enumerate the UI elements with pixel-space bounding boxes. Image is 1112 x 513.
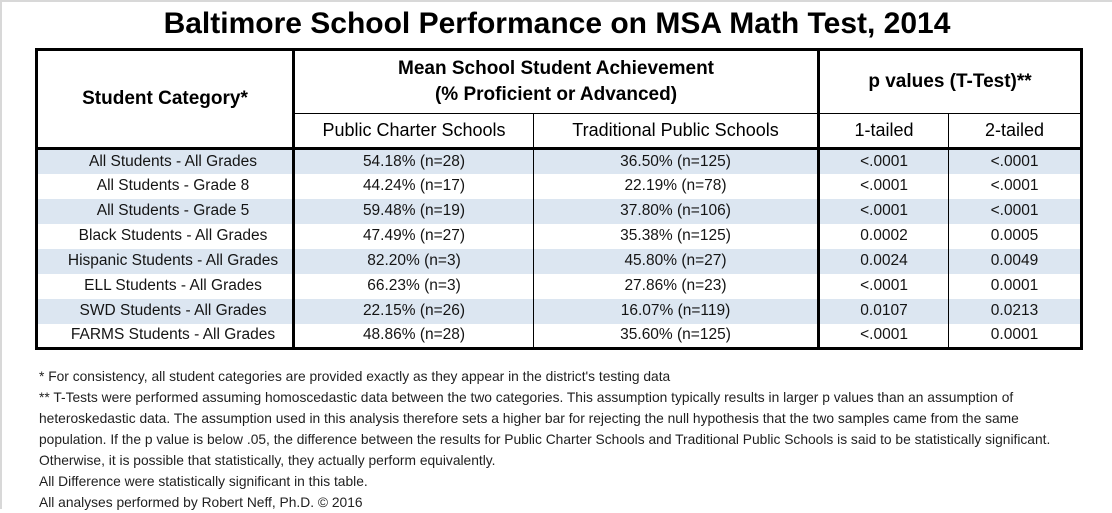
- cell-student-category: Hispanic Students - All Grades: [36, 248, 295, 274]
- cell-traditional-value: 36.50% (n=125): [533, 148, 821, 174]
- table-row: Hispanic Students - All Grades 82.20% (n…: [36, 248, 1082, 274]
- footnote-line: All analyses performed by Robert Neff, P…: [39, 495, 363, 510]
- cell-student-category: FARMS Students - All Grades: [36, 323, 295, 349]
- cell-student-category: All Students - All Grades: [36, 148, 295, 174]
- cell-charter-value: 66.23% (n=3): [293, 273, 534, 299]
- page-title: Baltimore School Performance on MSA Math…: [163, 7, 951, 40]
- cell-pvalue-2tailed: <.0001: [990, 202, 1039, 219]
- cell-pvalue-2tailed: <.0001: [990, 177, 1039, 194]
- header-pvalues-group: p values (T-Test)**: [818, 49, 1082, 114]
- cell-pvalue-1tailed: 0.0024: [818, 248, 950, 274]
- header-row-groups: Student Category* Mean School Student Ac…: [36, 49, 1082, 150]
- header-2-tailed: 2-tailed: [948, 113, 1082, 150]
- cell-traditional-value: 27.86% (n=23): [533, 273, 821, 299]
- cell-charter-value: 82.20% (n=3): [293, 248, 534, 274]
- table-row: All Students - All Grades 54.18% (n=28) …: [36, 148, 1082, 174]
- cell-pvalue-2tailed: 0.0005: [990, 227, 1039, 244]
- cell-traditional-value: 16.07% (n=119): [533, 298, 821, 324]
- cell-traditional-value: 35.38% (n=125): [533, 223, 821, 249]
- table-row: All Students - Grade 5 59.48% (n=19) 37.…: [36, 198, 1082, 224]
- footnote-line: ** T-Tests were performed assuming homos…: [39, 390, 1051, 468]
- header-student-category: Student Category*: [36, 49, 295, 150]
- header-traditional-public-schools: Traditional Public Schools: [533, 113, 821, 150]
- cell-traditional-value: 45.80% (n=27): [533, 248, 821, 274]
- table-header: Student Category* Mean School Student Ac…: [36, 49, 1082, 150]
- table-body: All Students - All Grades 54.18% (n=28) …: [36, 148, 1082, 349]
- performance-table: Student Category* Mean School Student Ac…: [35, 48, 1084, 350]
- cell-pvalue-1tailed: <.0001: [818, 323, 950, 349]
- cell-student-category: All Students - Grade 8: [36, 173, 295, 199]
- cell-pvalue-2tailed: 0.0001: [990, 326, 1039, 344]
- cell-pvalue-2tailed: 0.0049: [990, 252, 1039, 269]
- cell-charter-value: 54.18% (n=28): [293, 148, 534, 174]
- cell-pvalue-2tailed: <.0001: [990, 152, 1039, 170]
- cell-traditional-value: 35.60% (n=125): [533, 323, 821, 349]
- footnotes: * For consistency, all student categorie…: [39, 366, 1081, 513]
- footnote-line: All Difference were statistically signif…: [39, 474, 368, 489]
- cell-student-category: SWD Students - All Grades: [36, 298, 295, 324]
- cell-pvalue-1tailed: 0.0002: [818, 223, 950, 249]
- cell-pvalue-2tailed: 0.0213: [990, 302, 1039, 319]
- header-public-charter-schools: Public Charter Schools: [293, 113, 534, 150]
- header-achievement-line2: (% Proficient or Advanced): [434, 84, 678, 105]
- cell-charter-value: 47.49% (n=27): [293, 223, 534, 249]
- cell-traditional-value: 22.19% (n=78): [533, 173, 821, 199]
- cell-pvalue-2tailed: 0.0001: [990, 277, 1039, 294]
- table-row: Black Students - All Grades 47.49% (n=27…: [36, 223, 1082, 249]
- cell-charter-value: 59.48% (n=19): [293, 198, 534, 224]
- footnote-line: * For consistency, all student categorie…: [39, 369, 671, 384]
- table-row: FARMS Students - All Grades 48.86% (n=28…: [36, 323, 1082, 349]
- cell-charter-value: 44.24% (n=17): [293, 173, 534, 199]
- header-1-tailed: 1-tailed: [818, 113, 950, 150]
- table-row: ELL Students - All Grades 66.23% (n=3) 2…: [36, 273, 1082, 299]
- header-achievement-line1: Mean School Student Achievement: [398, 58, 715, 79]
- cell-traditional-value: 37.80% (n=106): [533, 198, 821, 224]
- table-row: SWD Students - All Grades 22.15% (n=26) …: [36, 298, 1082, 324]
- cell-pvalue-1tailed: 0.0107: [818, 298, 950, 324]
- cell-pvalue-1tailed: <.0001: [818, 198, 950, 224]
- cell-pvalue-1tailed: <.0001: [818, 173, 950, 199]
- cell-pvalue-1tailed: <.0001: [818, 273, 950, 299]
- cell-student-category: All Students - Grade 5: [36, 198, 295, 224]
- cell-student-category: ELL Students - All Grades: [36, 273, 295, 299]
- cell-student-category: Black Students - All Grades: [36, 223, 295, 249]
- table-row: All Students - Grade 8 44.24% (n=17) 22.…: [36, 173, 1082, 199]
- cell-pvalue-1tailed: <.0001: [818, 148, 950, 174]
- cell-charter-value: 48.86% (n=28): [293, 323, 534, 349]
- cell-charter-value: 22.15% (n=26): [293, 298, 534, 324]
- header-achievement-group: Mean School Student Achievement (% Profi…: [293, 49, 821, 114]
- header-row-columns: Public Charter Schools Traditional Publi…: [37, 113, 1082, 150]
